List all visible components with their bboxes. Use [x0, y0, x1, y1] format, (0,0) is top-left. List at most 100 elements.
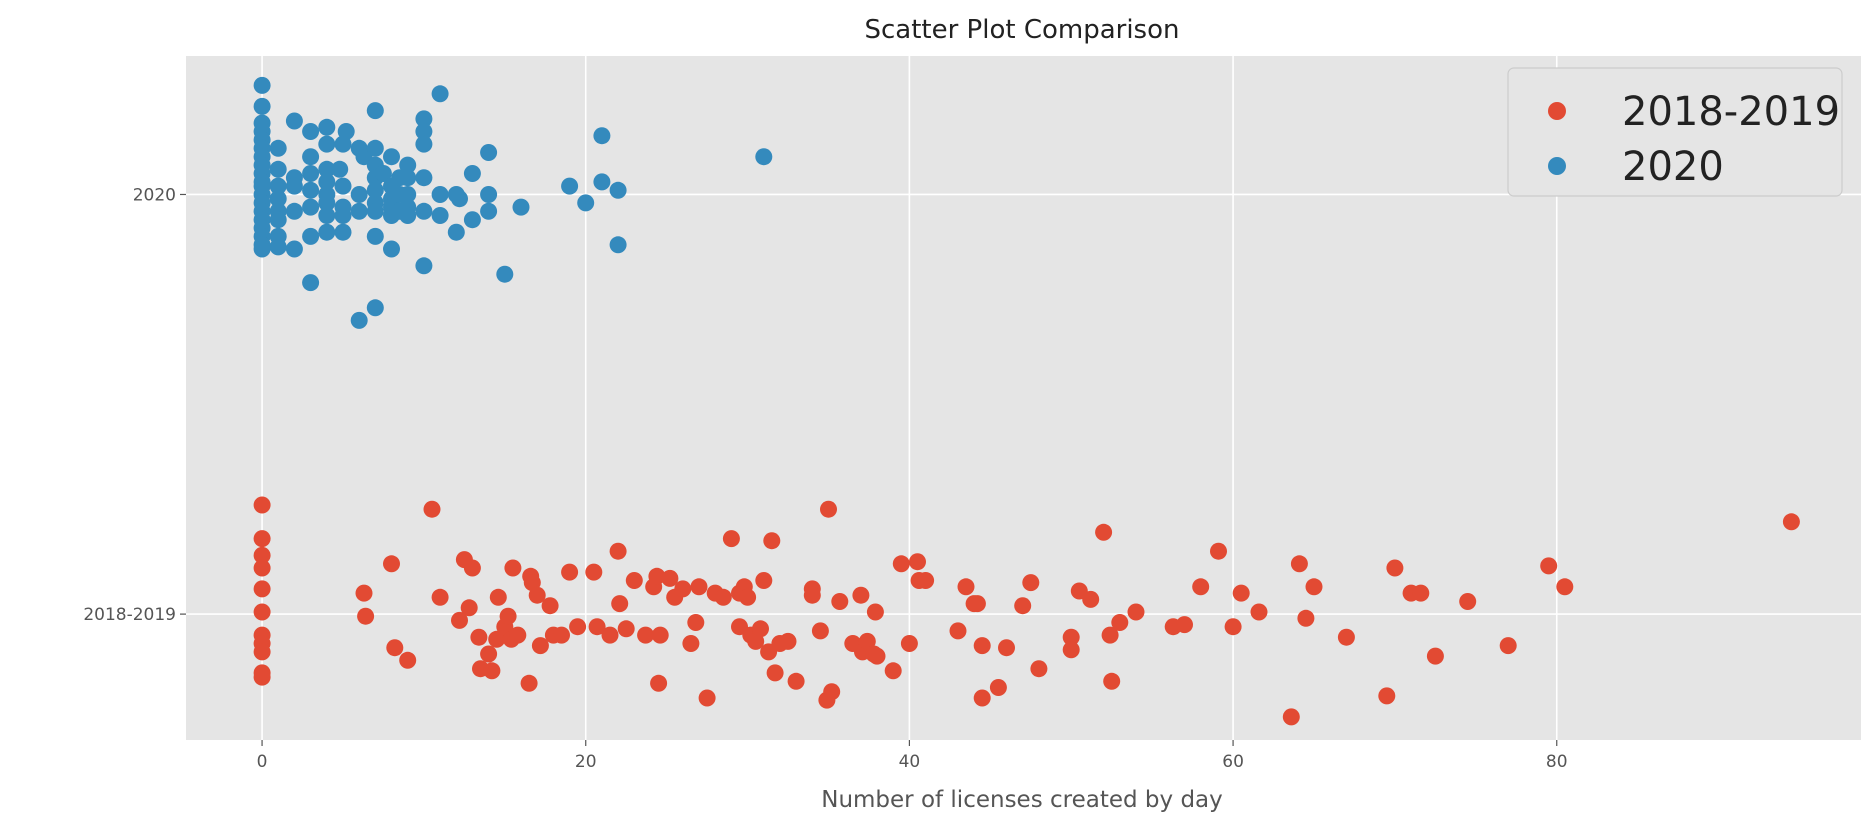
data-point — [909, 553, 926, 571]
data-point — [496, 265, 514, 283]
y-tick-label: 2020 — [133, 185, 176, 205]
data-point — [269, 160, 287, 178]
data-point — [520, 674, 538, 692]
data-point — [366, 299, 384, 317]
data-point — [1210, 542, 1227, 560]
data-point — [318, 135, 336, 153]
data-point — [609, 542, 627, 560]
data-point — [1224, 618, 1242, 636]
data-point — [366, 181, 384, 199]
data-point — [1290, 555, 1308, 573]
data-point — [355, 584, 373, 602]
data-point — [593, 127, 611, 145]
data-point — [1111, 614, 1129, 631]
data-point — [415, 123, 433, 140]
data-point — [763, 532, 781, 550]
data-point — [302, 198, 320, 216]
data-point — [1103, 672, 1121, 690]
data-point — [690, 578, 708, 596]
data-point — [350, 311, 368, 329]
data-point — [463, 165, 481, 182]
data-point — [386, 639, 404, 657]
data-point — [648, 567, 666, 585]
data-point — [714, 588, 732, 606]
data-point — [852, 586, 870, 604]
data-point — [285, 177, 303, 195]
data-point — [512, 198, 530, 216]
legend-marker — [1548, 157, 1566, 175]
data-point — [1062, 628, 1080, 646]
x-tick-label: 40 — [899, 752, 921, 772]
data-point — [253, 668, 271, 686]
data-point — [480, 186, 498, 203]
data-point — [331, 160, 349, 178]
data-point — [531, 637, 549, 655]
data-point — [480, 645, 498, 663]
data-point — [366, 139, 384, 157]
data-point — [609, 236, 627, 254]
data-point — [253, 530, 271, 548]
data-point — [318, 194, 336, 212]
data-point — [682, 635, 700, 652]
data-point — [285, 202, 303, 220]
data-point — [447, 223, 465, 241]
data-point — [374, 165, 392, 182]
data-point — [752, 620, 769, 638]
data-point — [1127, 603, 1145, 621]
data-point — [900, 635, 918, 652]
data-point — [1412, 584, 1430, 602]
data-point — [766, 664, 784, 682]
data-point — [569, 618, 587, 636]
data-point — [1282, 708, 1300, 726]
data-point — [383, 148, 400, 166]
data-point — [350, 202, 368, 220]
data-point — [601, 626, 619, 644]
legend-label: 2020 — [1622, 144, 1724, 190]
legend-box — [1507, 67, 1843, 197]
data-point — [1250, 603, 1268, 621]
data-point — [269, 238, 287, 256]
y-tick-label: 2018-2019 — [83, 605, 176, 625]
data-point — [617, 620, 635, 638]
chart-title: Scatter Plot Comparison — [864, 15, 1179, 45]
data-point — [285, 240, 303, 258]
data-point — [253, 643, 271, 661]
x-tick-label: 60 — [1222, 752, 1244, 772]
data-point — [884, 662, 902, 680]
x-tick-label: 80 — [1546, 752, 1568, 772]
data-point — [253, 496, 271, 514]
data-point — [504, 559, 522, 577]
data-point — [366, 202, 384, 220]
data-point — [968, 595, 986, 613]
data-point — [470, 628, 488, 646]
data-point — [1540, 557, 1558, 575]
data-point — [399, 156, 417, 174]
data-point — [722, 530, 740, 548]
data-point — [811, 622, 829, 640]
data-point — [803, 586, 821, 604]
data-point — [561, 563, 579, 581]
data-point — [823, 683, 841, 701]
data-point — [463, 559, 481, 577]
data-point — [483, 662, 501, 680]
data-point — [415, 257, 433, 275]
data-point — [866, 603, 884, 621]
data-point — [431, 85, 449, 103]
data-point — [318, 173, 336, 191]
data-point — [787, 672, 805, 690]
data-point — [431, 186, 449, 203]
data-point — [1022, 574, 1040, 592]
data-point — [1095, 523, 1113, 541]
data-point — [334, 207, 352, 224]
data-point — [383, 555, 400, 573]
data-point — [820, 500, 837, 518]
data-point — [1297, 609, 1315, 627]
data-point — [350, 186, 368, 203]
data-point — [674, 580, 692, 598]
data-point — [858, 632, 876, 650]
data-point — [366, 227, 384, 245]
data-point — [302, 227, 320, 245]
data-point — [541, 597, 559, 615]
data-point — [651, 626, 669, 644]
data-point — [973, 637, 991, 655]
